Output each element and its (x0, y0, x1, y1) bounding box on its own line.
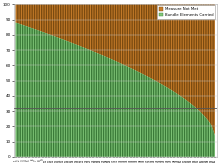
Legend: Measure Not Met, Bundle Elements Carried: Measure Not Met, Bundle Elements Carried (157, 5, 215, 19)
